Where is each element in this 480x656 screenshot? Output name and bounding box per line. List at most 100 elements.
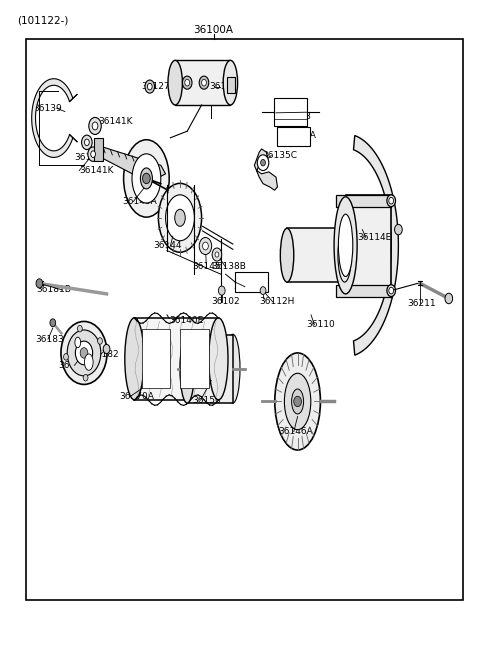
Ellipse shape xyxy=(125,318,144,400)
Circle shape xyxy=(203,242,208,250)
Text: 36170: 36170 xyxy=(59,361,87,370)
Text: 36183: 36183 xyxy=(35,335,64,344)
Circle shape xyxy=(199,76,209,89)
Polygon shape xyxy=(336,285,391,297)
Text: 36100A: 36100A xyxy=(193,24,234,35)
Text: 36211: 36211 xyxy=(407,298,436,308)
Circle shape xyxy=(182,76,192,89)
Circle shape xyxy=(199,237,212,255)
Bar xyxy=(180,329,209,388)
Circle shape xyxy=(80,348,88,358)
Ellipse shape xyxy=(338,228,351,282)
Circle shape xyxy=(77,325,82,332)
Text: 36139: 36139 xyxy=(34,104,62,113)
Circle shape xyxy=(103,344,110,354)
Text: 36146A: 36146A xyxy=(278,427,313,436)
Circle shape xyxy=(88,147,98,161)
Circle shape xyxy=(84,139,89,146)
Text: 36102: 36102 xyxy=(211,297,240,306)
Text: 36135C: 36135C xyxy=(263,151,298,160)
Ellipse shape xyxy=(175,209,185,226)
Text: 36127A: 36127A xyxy=(142,82,176,91)
Circle shape xyxy=(389,287,394,294)
Ellipse shape xyxy=(158,183,202,252)
Text: 36144: 36144 xyxy=(154,241,182,251)
Circle shape xyxy=(97,338,102,344)
Text: 36131A: 36131A xyxy=(281,131,316,140)
Circle shape xyxy=(145,80,155,93)
Ellipse shape xyxy=(334,197,357,294)
Circle shape xyxy=(63,354,68,360)
Bar xyxy=(187,335,233,403)
Text: 36145: 36145 xyxy=(192,262,221,272)
Ellipse shape xyxy=(280,228,294,282)
Circle shape xyxy=(215,252,219,257)
Bar xyxy=(142,329,170,388)
Circle shape xyxy=(185,79,190,86)
Ellipse shape xyxy=(223,60,238,105)
Circle shape xyxy=(143,173,150,184)
Ellipse shape xyxy=(124,140,169,217)
Circle shape xyxy=(75,341,93,365)
Bar xyxy=(346,195,391,297)
Polygon shape xyxy=(336,195,391,207)
Circle shape xyxy=(67,330,101,376)
Text: 36138B: 36138B xyxy=(211,262,246,272)
Ellipse shape xyxy=(275,353,321,450)
Polygon shape xyxy=(94,138,103,161)
Text: 36141K: 36141K xyxy=(74,153,109,162)
Ellipse shape xyxy=(387,195,396,207)
Circle shape xyxy=(147,83,152,90)
Circle shape xyxy=(218,286,225,295)
Ellipse shape xyxy=(180,335,194,403)
Bar xyxy=(274,98,307,126)
Text: 36182: 36182 xyxy=(90,350,119,359)
Ellipse shape xyxy=(75,337,81,348)
Circle shape xyxy=(445,293,453,304)
Ellipse shape xyxy=(284,373,311,430)
Polygon shape xyxy=(254,149,277,190)
Polygon shape xyxy=(98,146,166,182)
Ellipse shape xyxy=(132,154,161,203)
Text: 36112H: 36112H xyxy=(259,297,295,306)
Bar xyxy=(26,39,463,600)
Circle shape xyxy=(91,151,96,157)
Text: 36110: 36110 xyxy=(306,320,335,329)
Bar xyxy=(175,60,230,105)
Circle shape xyxy=(92,122,98,130)
Text: 36137A: 36137A xyxy=(234,282,269,291)
Circle shape xyxy=(294,396,301,407)
Text: 36120: 36120 xyxy=(209,82,238,91)
Ellipse shape xyxy=(209,318,228,400)
Text: 36170A: 36170A xyxy=(119,392,154,401)
Circle shape xyxy=(257,155,269,171)
Text: (101122-): (101122-) xyxy=(17,16,68,26)
Circle shape xyxy=(260,287,266,295)
Ellipse shape xyxy=(166,195,194,241)
Ellipse shape xyxy=(387,285,396,297)
Text: 36150: 36150 xyxy=(192,396,221,405)
Text: 36130B: 36130B xyxy=(276,112,311,121)
Ellipse shape xyxy=(140,168,153,189)
Ellipse shape xyxy=(84,354,93,370)
Circle shape xyxy=(82,135,92,150)
Circle shape xyxy=(212,248,222,261)
Circle shape xyxy=(202,79,206,86)
Text: 36114E: 36114E xyxy=(358,233,392,242)
Circle shape xyxy=(83,375,88,381)
Bar xyxy=(235,272,268,292)
Text: 36143A: 36143A xyxy=(122,197,157,206)
Ellipse shape xyxy=(338,214,353,277)
Bar xyxy=(287,228,345,282)
Text: 36140E: 36140E xyxy=(169,316,203,325)
Ellipse shape xyxy=(168,60,182,105)
Ellipse shape xyxy=(226,335,240,403)
Circle shape xyxy=(36,279,43,288)
Text: 36141K: 36141K xyxy=(98,117,133,126)
Polygon shape xyxy=(353,136,398,355)
Bar xyxy=(277,127,310,146)
Polygon shape xyxy=(32,79,73,157)
Ellipse shape xyxy=(292,389,304,414)
Bar xyxy=(134,318,218,400)
Polygon shape xyxy=(227,77,235,93)
